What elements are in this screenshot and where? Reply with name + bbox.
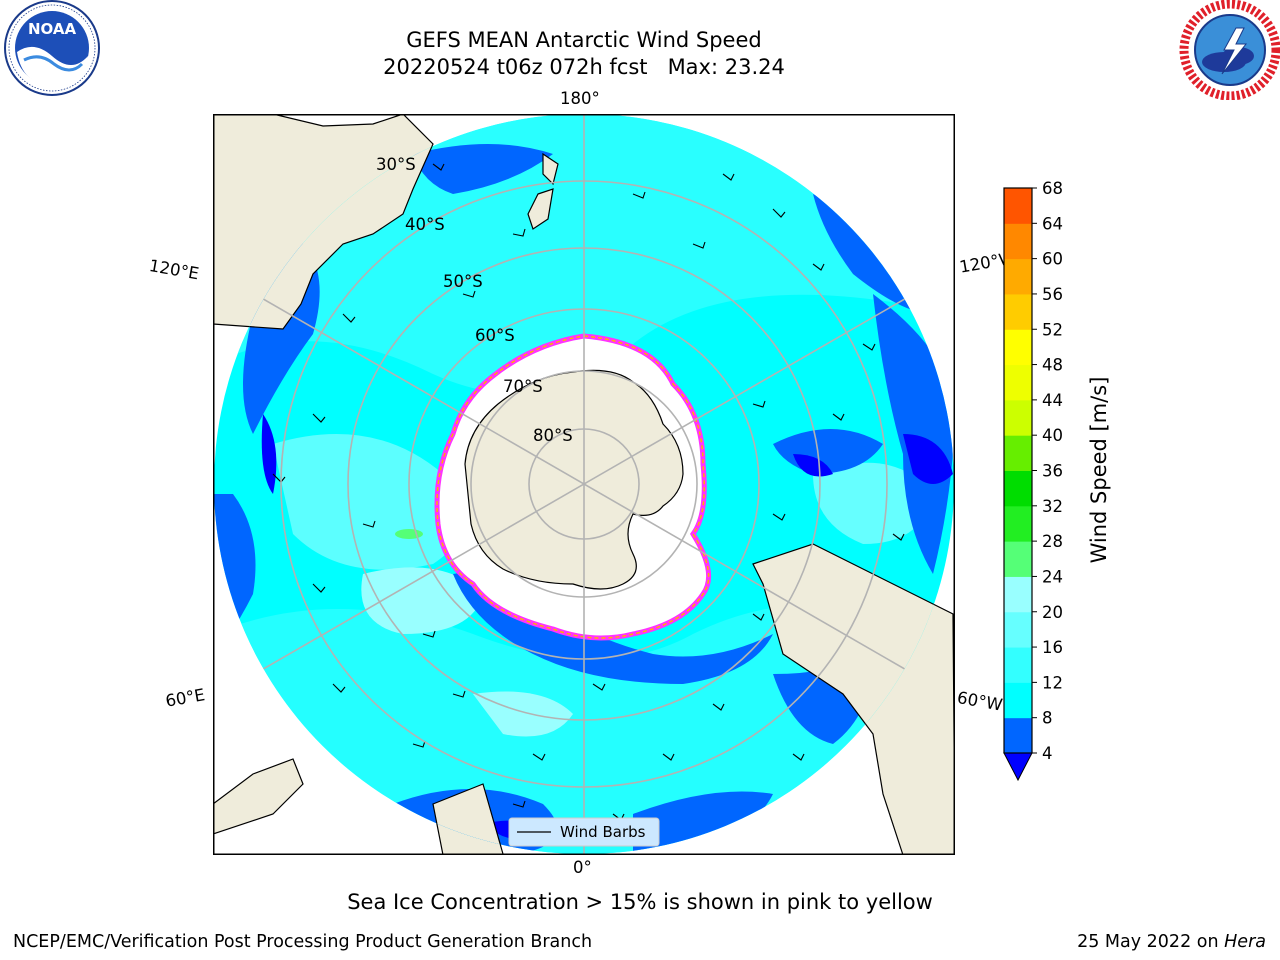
colorbar-tick-label: 48 bbox=[1042, 356, 1063, 375]
colorbar-band bbox=[1004, 717, 1032, 754]
colorbar-tick-label: 44 bbox=[1042, 391, 1063, 410]
colorbar-tick-label: 28 bbox=[1042, 532, 1063, 551]
nws-logo bbox=[1179, 0, 1280, 100]
colorbar-tick-label: 16 bbox=[1042, 638, 1063, 657]
sea-ice-note: Sea Ice Concentration > 15% is shown in … bbox=[347, 890, 933, 914]
colorbar-tick-label: 64 bbox=[1042, 214, 1063, 233]
footer-host: Hera bbox=[1224, 932, 1266, 952]
noaa-logo: NOAA bbox=[4, 0, 100, 96]
map-frame bbox=[213, 114, 955, 855]
colorbar-band bbox=[1004, 258, 1032, 295]
colorbar-tick-label: 36 bbox=[1042, 462, 1063, 481]
lon-label-0: 0° bbox=[573, 858, 592, 877]
footer-date-text: 25 May 2022 on bbox=[1077, 932, 1225, 952]
noaa-logo-text: NOAA bbox=[28, 20, 77, 38]
colorbar-band bbox=[1004, 576, 1032, 613]
colorbar-band bbox=[1004, 329, 1032, 366]
footer-credit: NCEP/EMC/Verification Post Processing Pr… bbox=[13, 932, 593, 952]
colorbar-tick-label: 68 bbox=[1042, 180, 1063, 198]
colorbar-tick-label: 60 bbox=[1042, 250, 1063, 269]
colorbar-band bbox=[1004, 647, 1032, 683]
colorbar-band bbox=[1004, 223, 1032, 260]
colorbar-tick-label: 56 bbox=[1042, 285, 1063, 304]
lon-label-120e: 120°E bbox=[147, 256, 201, 284]
colorbar-band bbox=[1004, 188, 1032, 224]
lat-label-50s: 50°S bbox=[443, 272, 483, 291]
lat-label-80s: 80°S bbox=[533, 426, 573, 445]
colorbar-tick-label: 40 bbox=[1042, 426, 1063, 445]
colorbar-tick-label: 12 bbox=[1042, 673, 1063, 692]
lon-label-180: 180° bbox=[560, 89, 600, 108]
colorbar-band bbox=[1004, 470, 1032, 507]
lat-label-60s: 60°S bbox=[475, 326, 515, 345]
colorbar-band bbox=[1004, 435, 1032, 471]
colorbar-label: Wind Speed [m/s] bbox=[1087, 377, 1111, 564]
colorbar-band bbox=[1004, 682, 1032, 719]
wind-barbs bbox=[272, 163, 905, 821]
colorbar-tick-label: 32 bbox=[1042, 497, 1063, 516]
lat-label-40s: 40°S bbox=[405, 215, 445, 234]
polar-map: 30°S 40°S 50°S 60°S 70°S 80°S Wind Barbs bbox=[213, 114, 955, 855]
colorbar-band bbox=[1004, 399, 1032, 436]
lat-label-30s: 30°S bbox=[376, 155, 416, 174]
lat-label-70s: 70°S bbox=[503, 377, 543, 396]
colorbar-tick-label: 24 bbox=[1042, 567, 1063, 586]
colorbar-tick-label: 52 bbox=[1042, 320, 1063, 339]
antarctica bbox=[464, 369, 684, 590]
chart-subtitle: 20220524 t06z 072h fcst Max: 23.24 bbox=[383, 55, 785, 79]
colorbar-tick-label: 4 bbox=[1042, 744, 1053, 763]
legend-label: Wind Barbs bbox=[560, 823, 646, 841]
colorbar-extend-arrow bbox=[1003, 752, 1033, 782]
colorbar-band bbox=[1004, 505, 1032, 542]
colorbar-band bbox=[1004, 293, 1032, 330]
colorbar-band bbox=[1004, 541, 1032, 577]
colorbar-band bbox=[1004, 364, 1032, 401]
colorbar-tick-label: 20 bbox=[1042, 603, 1063, 622]
graticule bbox=[214, 114, 954, 854]
lon-label-60e: 60°E bbox=[164, 685, 207, 711]
chart-title: GEFS MEAN Antarctic Wind Speed bbox=[406, 28, 762, 52]
footer-date: 25 May 2022 on Hera bbox=[1077, 932, 1266, 952]
colorbar-tick-label: 8 bbox=[1042, 709, 1053, 728]
colorbar-band bbox=[1004, 611, 1032, 648]
legend: Wind Barbs bbox=[508, 817, 660, 847]
